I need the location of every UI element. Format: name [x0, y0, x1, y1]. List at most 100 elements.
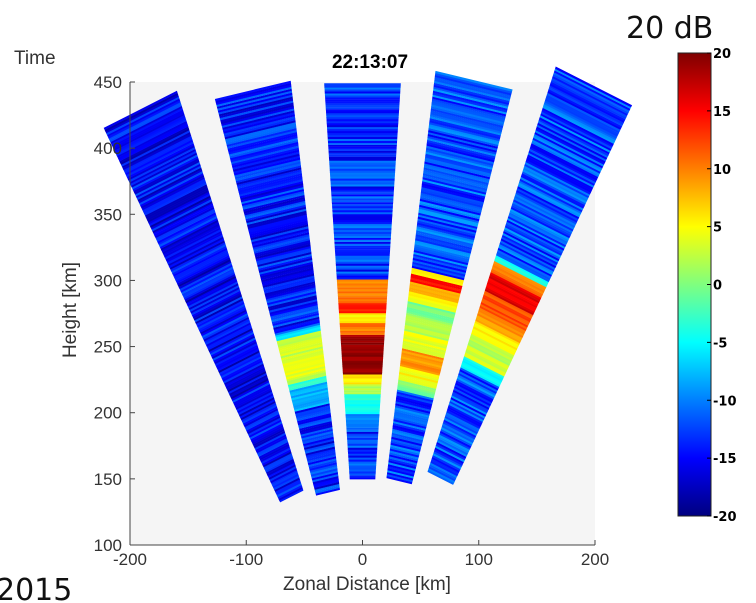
x-tick-label: 0 — [358, 550, 367, 569]
range-gate-cell — [346, 427, 379, 430]
range-gate-cell — [345, 411, 380, 415]
range-gate-cell — [553, 72, 630, 113]
range-gate-cell — [387, 469, 414, 479]
range-gate-cell — [303, 438, 334, 448]
range-gate-cell — [216, 86, 292, 107]
range-gate-cell — [435, 70, 513, 92]
range-gate-cell — [343, 380, 382, 383]
range-gate-cell — [445, 413, 479, 433]
range-gate-cell — [429, 122, 500, 142]
range-gate-cell — [256, 438, 288, 456]
range-gate-cell — [344, 396, 381, 399]
range-gate-cell — [335, 257, 390, 260]
range-gate-cell — [301, 428, 333, 439]
range-gate-cell — [479, 305, 527, 331]
range-gate-cell — [430, 110, 503, 130]
range-gate-cell — [339, 316, 386, 320]
range-gate-cell — [246, 208, 307, 225]
range-gate-cell — [462, 359, 503, 382]
range-gate-cell — [245, 202, 306, 220]
range-gate-cell — [546, 94, 620, 134]
range-gate-cell — [125, 139, 193, 176]
range-gate-cell — [391, 430, 424, 441]
range-gate-cell — [223, 361, 264, 384]
range-gate-cell — [325, 97, 400, 100]
range-gate-cell — [389, 454, 418, 464]
beam-wedge-3 — [324, 83, 401, 480]
range-gate-cell — [331, 194, 394, 197]
range-gate-cell — [261, 449, 291, 466]
range-gate-cell — [540, 113, 612, 151]
range-gate-cell — [506, 219, 565, 251]
range-gate-cell — [419, 204, 480, 222]
range-gate-cell — [278, 336, 322, 349]
range-gate-cell — [194, 296, 243, 323]
range-gate-cell — [301, 432, 334, 443]
range-gate-cell — [186, 279, 238, 307]
range-gate-cell — [239, 179, 303, 197]
range-gate-cell — [436, 441, 467, 459]
range-gate-cell — [148, 191, 210, 225]
range-gate-cell — [469, 337, 513, 361]
range-gate-cell — [167, 234, 224, 265]
range-gate-cell — [543, 103, 616, 143]
range-gate-cell — [464, 354, 506, 377]
range-gate-cell — [455, 380, 494, 401]
range-gate-cell — [242, 406, 278, 426]
range-gate-cell — [402, 342, 446, 355]
range-gate-cell — [344, 390, 381, 393]
range-gate-cell — [248, 419, 282, 438]
range-gate-cell — [346, 421, 379, 424]
range-gate-cell — [308, 458, 337, 467]
range-gate-cell — [411, 267, 464, 283]
range-gate-cell — [333, 223, 392, 227]
range-gate-cell — [497, 247, 553, 277]
range-gate-cell — [137, 167, 202, 202]
range-gate-cell — [507, 215, 567, 248]
range-gate-cell — [425, 151, 493, 170]
range-gate-cell — [293, 397, 330, 408]
range-gate-cell — [106, 96, 180, 136]
range-gate-cell — [493, 260, 547, 290]
range-gate-cell — [542, 105, 615, 144]
range-gate-cell — [308, 460, 337, 469]
range-gate-cell — [283, 357, 325, 370]
colorbar: 20 15 10 5 0 -5 -10 -15 -20 — [677, 47, 737, 525]
range-gate-cell — [400, 357, 442, 370]
range-gate-cell — [181, 266, 234, 295]
range-gate-cell — [498, 245, 553, 276]
range-gate-cell — [508, 214, 567, 246]
range-gate-cell — [238, 395, 274, 415]
range-gate-cell — [155, 208, 215, 241]
range-gate-cell — [426, 145, 495, 165]
colorbar-tick-label: -10 — [713, 394, 737, 409]
range-gate-cell — [391, 434, 423, 445]
range-gate-cell — [275, 324, 321, 338]
range-gate-cell — [347, 441, 378, 444]
range-gate-cell — [242, 190, 305, 208]
range-gate-cell — [404, 330, 449, 344]
range-gate-cell — [496, 253, 550, 283]
range-gate-cell — [230, 145, 299, 165]
range-gate-cell — [297, 412, 331, 424]
range-gate-cell — [240, 182, 304, 201]
range-gate-cell — [277, 334, 322, 347]
range-gate-cell — [430, 460, 459, 477]
range-gate-cell — [229, 141, 299, 161]
range-gate-cell — [476, 314, 523, 340]
range-gate-cell — [423, 165, 490, 184]
range-gate-cell — [270, 304, 318, 319]
range-gate-cell — [473, 324, 519, 349]
range-gate-cell — [439, 432, 471, 450]
range-gate-cell — [274, 320, 320, 334]
range-gate-cell — [337, 291, 388, 294]
range-gate-cell — [406, 310, 454, 325]
range-gate-cell — [346, 429, 379, 432]
range-gate-cell — [141, 176, 205, 211]
range-gate-cell — [537, 120, 609, 158]
x-axis-label: Zonal Distance [km] — [283, 574, 451, 595]
range-gate-cell — [298, 418, 332, 429]
range-gate-cell — [429, 118, 501, 138]
range-gate-cell — [335, 261, 390, 264]
range-gate-cell — [452, 391, 489, 412]
